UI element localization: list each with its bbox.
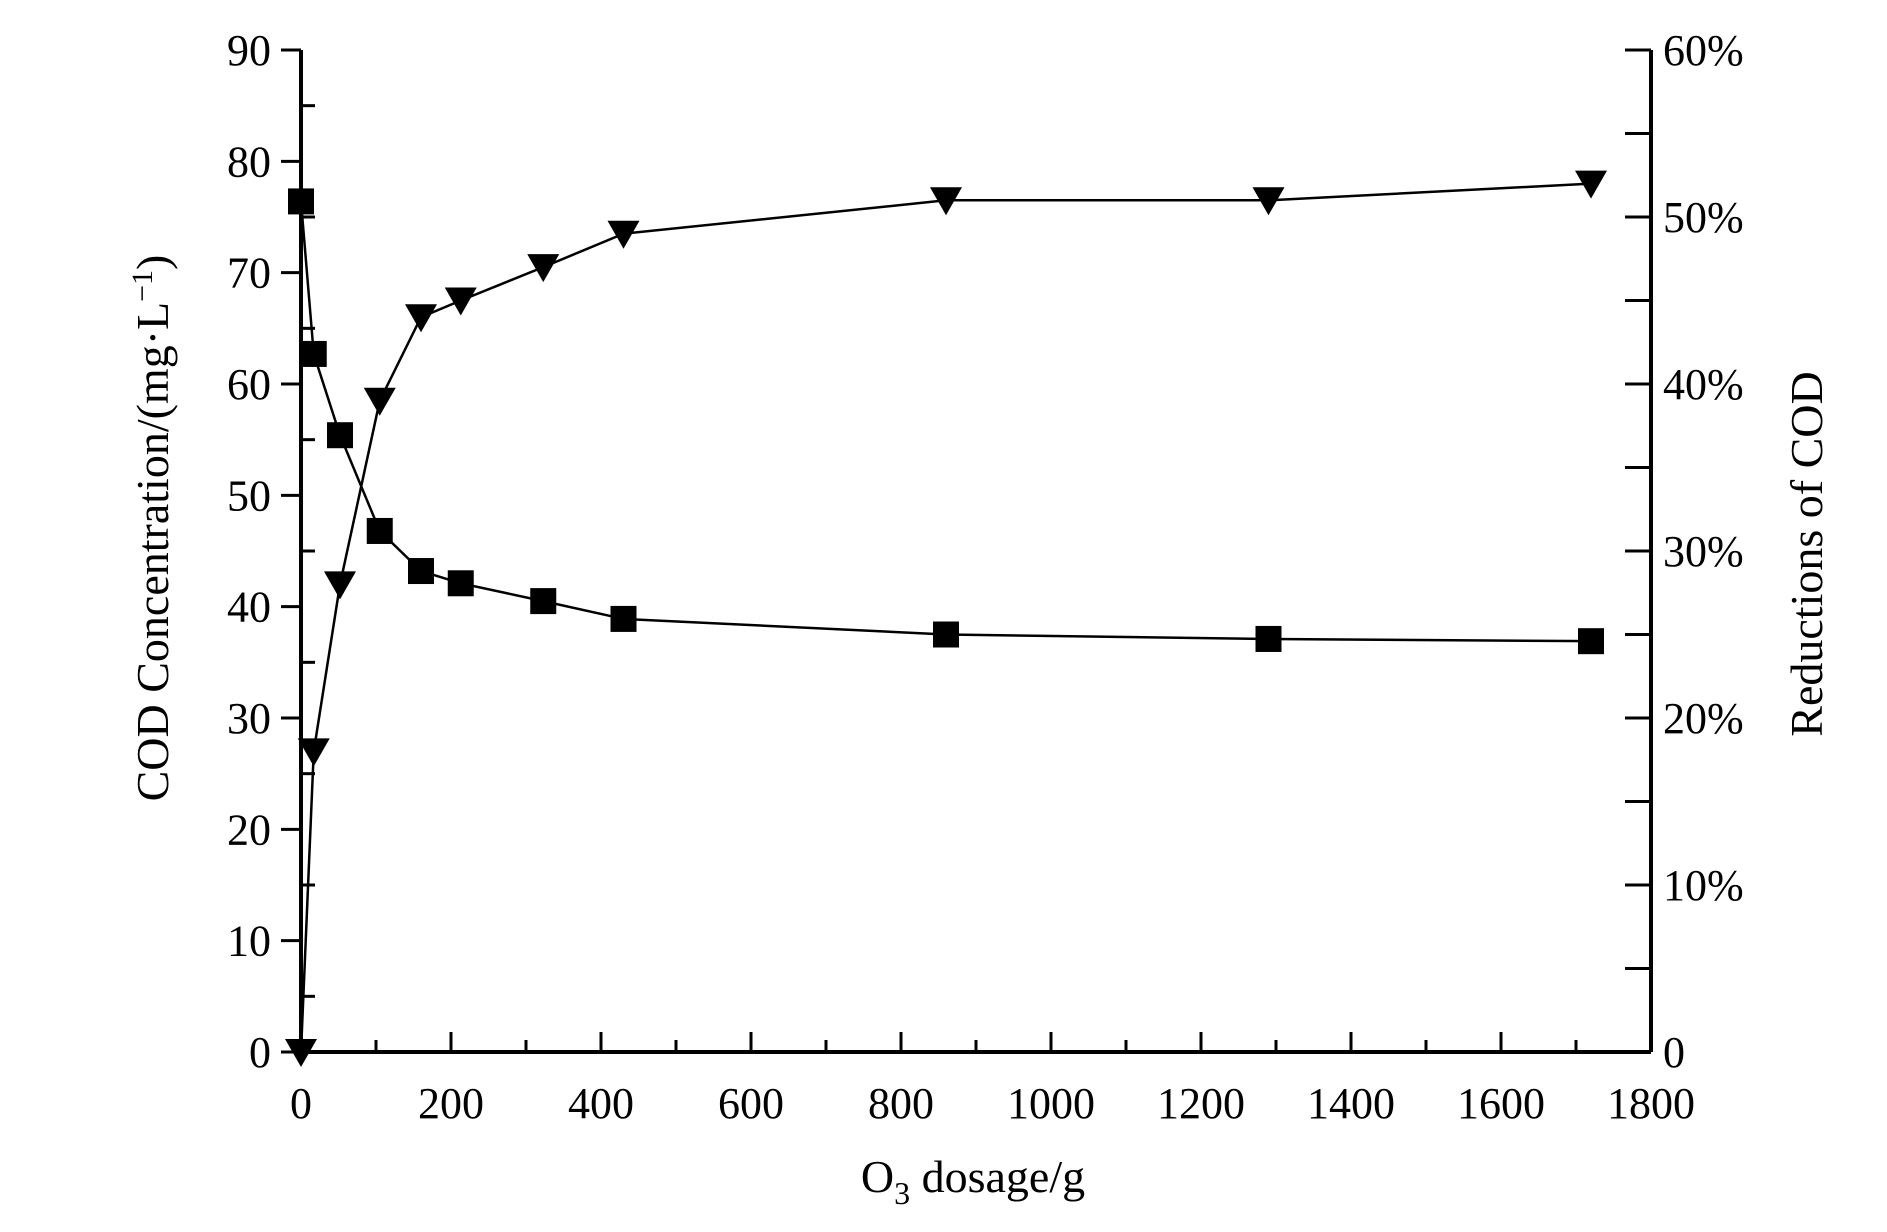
square-marker bbox=[300, 340, 327, 367]
square-marker bbox=[288, 188, 314, 215]
triangle-down-marker bbox=[297, 738, 330, 767]
x-tick-label: 600 bbox=[718, 1079, 784, 1128]
triangle-down-marker bbox=[607, 220, 640, 249]
y2-axis-title: Reductions of COD bbox=[1781, 371, 1832, 736]
series-markers bbox=[285, 170, 1607, 1067]
x-axis-title-subscript: 3 bbox=[894, 1175, 910, 1211]
x-tick-label: 0 bbox=[290, 1079, 312, 1128]
square-marker bbox=[610, 605, 637, 632]
triangle-down-marker bbox=[527, 254, 560, 283]
y-left-tick-label: 60 bbox=[227, 360, 271, 409]
y-right-tick-label: 10% bbox=[1663, 861, 1744, 910]
triangle-down-marker bbox=[285, 1039, 317, 1067]
square-marker bbox=[447, 570, 474, 597]
square-marker bbox=[933, 621, 959, 648]
series-line-triangle-down bbox=[299, 182, 1592, 1053]
y-left-tick-label: 30 bbox=[227, 694, 271, 743]
x-tick-label: 1600 bbox=[1457, 1079, 1545, 1128]
x-tick-label: 200 bbox=[418, 1079, 484, 1128]
x-axis-title: O3 dosage/g bbox=[861, 1151, 1085, 1211]
y-right-tick-label: 40% bbox=[1663, 360, 1744, 409]
x-tick-label: 1400 bbox=[1307, 1079, 1395, 1128]
x-tick-label: 1000 bbox=[1007, 1079, 1095, 1128]
x-axis-title-main: O bbox=[861, 1151, 894, 1202]
axis-ticks bbox=[281, 48, 1653, 1054]
square-marker bbox=[1578, 628, 1604, 655]
square-marker bbox=[1255, 625, 1282, 652]
triangle-down-marker bbox=[930, 187, 962, 216]
y-axis-title: COD Concentration/(mg·L−1) bbox=[126, 255, 178, 802]
y-right-tick-label: 20% bbox=[1663, 694, 1744, 743]
tick-labels: 0 200 400 600 800 1000 1200 1400 1600 18000102030… bbox=[227, 26, 1744, 1128]
triangle-down-marker bbox=[444, 287, 477, 316]
y-axis-title-main: COD Concentration/(mg·L bbox=[127, 302, 178, 802]
y-axis-title-close: ) bbox=[127, 255, 178, 270]
triangle-down-marker bbox=[363, 387, 396, 416]
y-left-tick-label: 70 bbox=[227, 249, 271, 298]
y-right-tick-label: 30% bbox=[1663, 527, 1744, 576]
x-axis-title-rest: dosage/g bbox=[910, 1151, 1085, 1202]
y-right-tick-label: 60% bbox=[1663, 26, 1744, 75]
square-marker bbox=[327, 422, 353, 449]
y-left-tick-label: 90 bbox=[227, 26, 271, 75]
series-lines bbox=[299, 182, 1592, 1053]
x-tick-label: 1800 bbox=[1607, 1079, 1695, 1128]
x-tick-label: 1200 bbox=[1157, 1079, 1245, 1128]
y-left-tick-label: 20 bbox=[227, 805, 271, 854]
square-marker bbox=[408, 558, 434, 585]
y-axis-title-superscript: −1 bbox=[126, 270, 159, 302]
square-marker bbox=[366, 517, 393, 544]
y-left-tick-label: 40 bbox=[227, 583, 271, 632]
triangle-down-marker bbox=[1252, 187, 1285, 216]
y-left-tick-label: 0 bbox=[249, 1028, 271, 1077]
square-marker bbox=[530, 588, 557, 615]
triangle-down-marker bbox=[1575, 170, 1607, 199]
y-right-tick-label: 50% bbox=[1663, 193, 1744, 242]
y-left-tick-label: 50 bbox=[227, 471, 271, 520]
y-left-tick-label: 10 bbox=[227, 917, 271, 966]
triangle-down-marker bbox=[324, 571, 356, 600]
series-line-square bbox=[299, 201, 1592, 643]
x-tick-label: 800 bbox=[868, 1079, 934, 1128]
triangle-down-marker bbox=[405, 304, 437, 333]
y-right-tick-label: 0 bbox=[1663, 1028, 1685, 1077]
y-left-tick-label: 80 bbox=[227, 137, 271, 186]
x-tick-label: 400 bbox=[568, 1079, 634, 1128]
